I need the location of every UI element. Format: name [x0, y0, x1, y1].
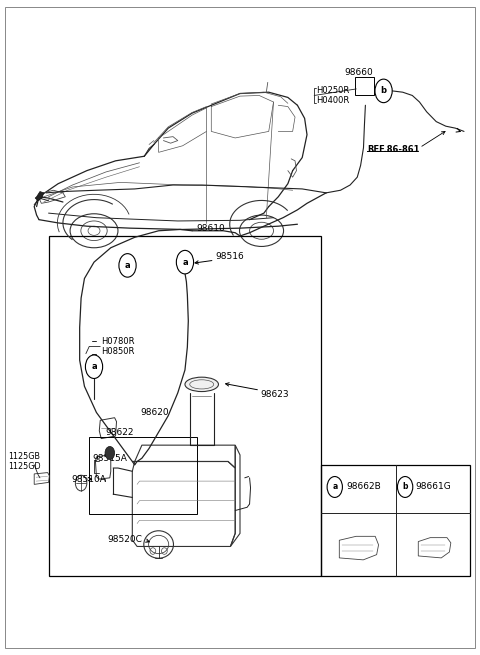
Text: 98622: 98622	[105, 428, 133, 437]
Text: 98520C: 98520C	[107, 535, 142, 544]
Circle shape	[119, 253, 136, 277]
Text: 98623: 98623	[261, 390, 289, 399]
Text: a: a	[91, 362, 97, 371]
Text: a: a	[182, 257, 188, 267]
Text: 98610: 98610	[196, 223, 225, 233]
Circle shape	[176, 250, 193, 274]
Text: 98662B: 98662B	[346, 483, 381, 491]
Polygon shape	[35, 191, 44, 200]
Text: a: a	[125, 261, 131, 270]
Circle shape	[105, 447, 115, 460]
Text: 98515A: 98515A	[93, 455, 128, 463]
Text: b: b	[402, 483, 408, 491]
Text: 98661G: 98661G	[416, 483, 451, 491]
Circle shape	[397, 477, 413, 497]
Text: 98510A: 98510A	[72, 475, 107, 483]
Circle shape	[327, 477, 342, 497]
Circle shape	[375, 79, 392, 103]
Text: 98660: 98660	[344, 68, 373, 77]
Circle shape	[85, 355, 103, 379]
Text: H0850R: H0850R	[101, 346, 134, 356]
Text: 98620: 98620	[141, 408, 169, 417]
Text: H0250R: H0250R	[317, 86, 350, 96]
Text: 1125GD: 1125GD	[8, 462, 41, 471]
Text: H0400R: H0400R	[317, 96, 350, 105]
Text: a: a	[332, 483, 337, 491]
Text: H0780R: H0780R	[101, 337, 135, 346]
Text: REF.86-861: REF.86-861	[367, 145, 420, 153]
Ellipse shape	[185, 377, 218, 392]
Text: 98516: 98516	[215, 252, 244, 261]
Text: 1125GB: 1125GB	[8, 453, 40, 461]
Text: b: b	[381, 86, 386, 96]
